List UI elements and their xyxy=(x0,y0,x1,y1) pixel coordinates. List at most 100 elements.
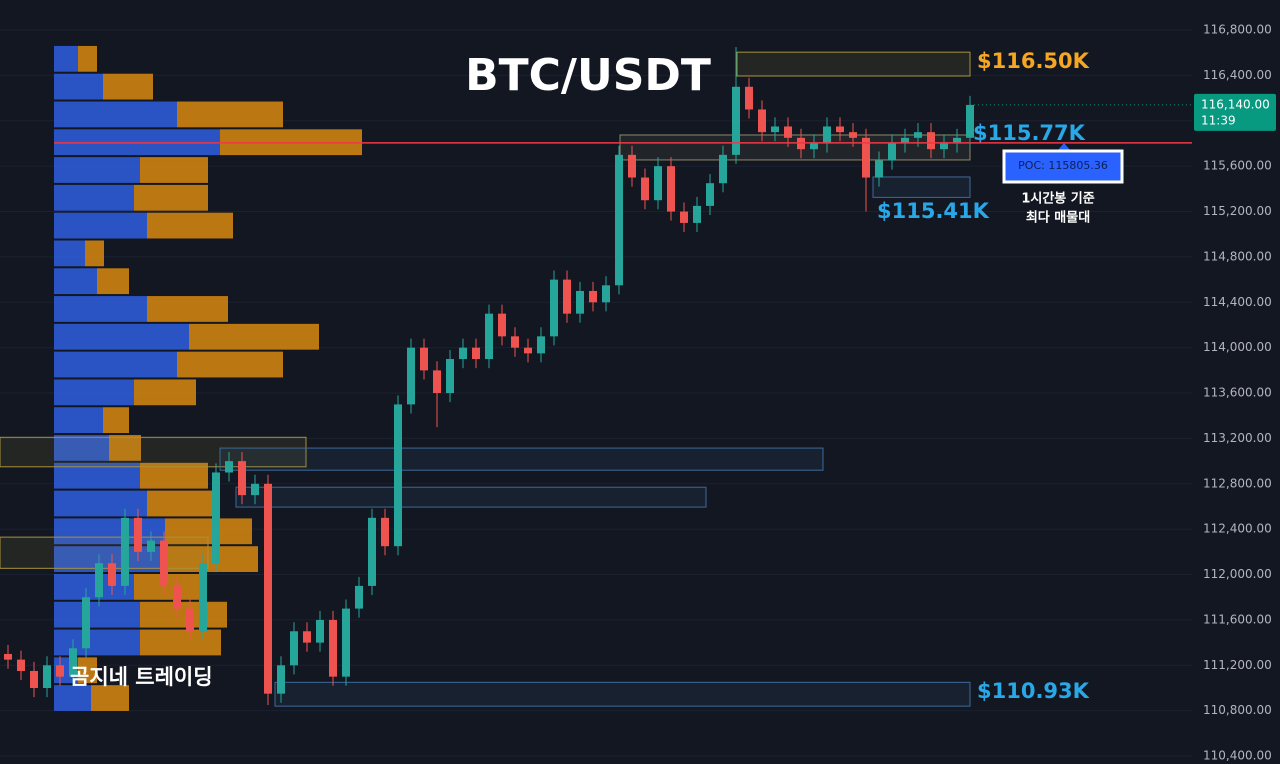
candle-body xyxy=(550,279,558,337)
candle-body xyxy=(953,137,961,144)
candle-body xyxy=(810,143,818,150)
candle-body xyxy=(511,336,519,348)
zone-label: $115.41K xyxy=(877,199,990,223)
candle-body xyxy=(407,347,415,405)
candle-body xyxy=(56,665,64,677)
candle-body xyxy=(355,585,363,609)
candle-body xyxy=(43,665,51,688)
candle-body xyxy=(316,619,324,643)
profile-buy xyxy=(54,323,189,350)
candle-body xyxy=(225,461,233,473)
profile-sell xyxy=(140,157,208,183)
profile-sell xyxy=(134,184,208,211)
candle-body xyxy=(186,608,194,632)
zone-label: $116.50K xyxy=(977,49,1090,73)
candle-body xyxy=(160,540,168,586)
candle-body xyxy=(264,483,272,694)
volume-profile xyxy=(54,45,362,711)
candle-body xyxy=(277,665,285,694)
candle-body xyxy=(329,619,337,677)
y-tick-label: 112,000.00 xyxy=(1203,567,1272,581)
poc-label: POC: 115805.36 xyxy=(1018,159,1108,172)
profile-sell xyxy=(140,601,227,628)
last-price-tag xyxy=(1194,93,1276,131)
profile-buy xyxy=(54,268,97,295)
profile-buy xyxy=(54,351,177,378)
candle-body xyxy=(875,160,883,178)
profile-sell xyxy=(103,73,153,100)
candle-body xyxy=(901,137,909,144)
candles xyxy=(4,47,974,706)
profile-buy xyxy=(54,601,140,628)
candle-body xyxy=(420,347,428,371)
profile-sell xyxy=(85,240,104,267)
candle-body xyxy=(563,279,571,314)
candle-body xyxy=(589,290,597,303)
candle-body xyxy=(238,461,246,496)
candle-body xyxy=(381,517,389,547)
candle-body xyxy=(537,336,545,354)
candle-body xyxy=(95,563,103,598)
candle-body xyxy=(719,154,727,184)
candle-body xyxy=(849,132,857,138)
candle-body xyxy=(433,370,441,394)
zone xyxy=(219,447,824,471)
candle-body xyxy=(784,126,792,138)
poc-pointer xyxy=(1058,143,1070,150)
profile-buy xyxy=(54,240,85,267)
candle-body xyxy=(459,347,467,360)
candle-body xyxy=(615,154,623,286)
candle-body xyxy=(121,517,129,586)
profile-sell xyxy=(147,296,228,322)
candle-body xyxy=(290,631,298,666)
candle-body xyxy=(134,517,142,552)
candle-body xyxy=(641,177,649,201)
candle-body xyxy=(17,659,25,671)
candle-body xyxy=(927,132,935,150)
candle-body xyxy=(940,143,948,150)
profile-buy xyxy=(54,184,134,211)
candle-body xyxy=(342,608,350,677)
candle-body xyxy=(966,104,974,138)
profile-sell xyxy=(78,657,97,684)
candle-body xyxy=(524,347,532,354)
candle-body xyxy=(446,359,454,394)
y-tick-label: 111,600.00 xyxy=(1203,612,1272,626)
candle-body xyxy=(745,86,753,110)
candle-body xyxy=(862,137,870,178)
countdown: 11:39 xyxy=(1201,113,1236,127)
y-tick-label: 114,800.00 xyxy=(1203,249,1272,263)
candle-body xyxy=(30,670,38,688)
candle-body xyxy=(173,585,181,609)
overlays: $110.93K $116.50K $115.41K $115.77K POC: 115… xyxy=(54,49,1276,703)
candle-body xyxy=(394,404,402,547)
y-tick-label: 116,800.00 xyxy=(1203,23,1272,37)
candle-body xyxy=(498,313,506,337)
y-tick-label: 114,400.00 xyxy=(1203,295,1272,309)
profile-sell xyxy=(78,45,97,72)
zone xyxy=(235,486,707,508)
profile-buy xyxy=(54,157,140,183)
profile-sell xyxy=(189,323,319,350)
y-tick-label: 111,200.00 xyxy=(1203,658,1272,672)
profile-buy xyxy=(54,518,165,545)
candle-body xyxy=(628,154,636,178)
candle-body xyxy=(368,517,376,586)
profile-buy xyxy=(54,407,103,434)
candle-body xyxy=(732,86,740,155)
chart-title: BTC/USDT xyxy=(465,50,711,101)
y-tick-label: 112,400.00 xyxy=(1203,522,1272,536)
zone-label: $115.77K xyxy=(973,121,1086,145)
zone xyxy=(872,176,971,198)
y-tick-label: 113,600.00 xyxy=(1203,386,1272,400)
candle-body xyxy=(251,483,259,496)
y-tick-label: 115,600.00 xyxy=(1203,159,1272,173)
candle-body xyxy=(199,563,207,632)
profile-sell xyxy=(91,685,129,711)
candle-body xyxy=(147,540,155,552)
candle-body xyxy=(576,290,584,314)
candle-body xyxy=(914,132,922,138)
poc-note: 1시간봉 기준 xyxy=(1021,191,1094,207)
profile-buy xyxy=(54,73,103,100)
